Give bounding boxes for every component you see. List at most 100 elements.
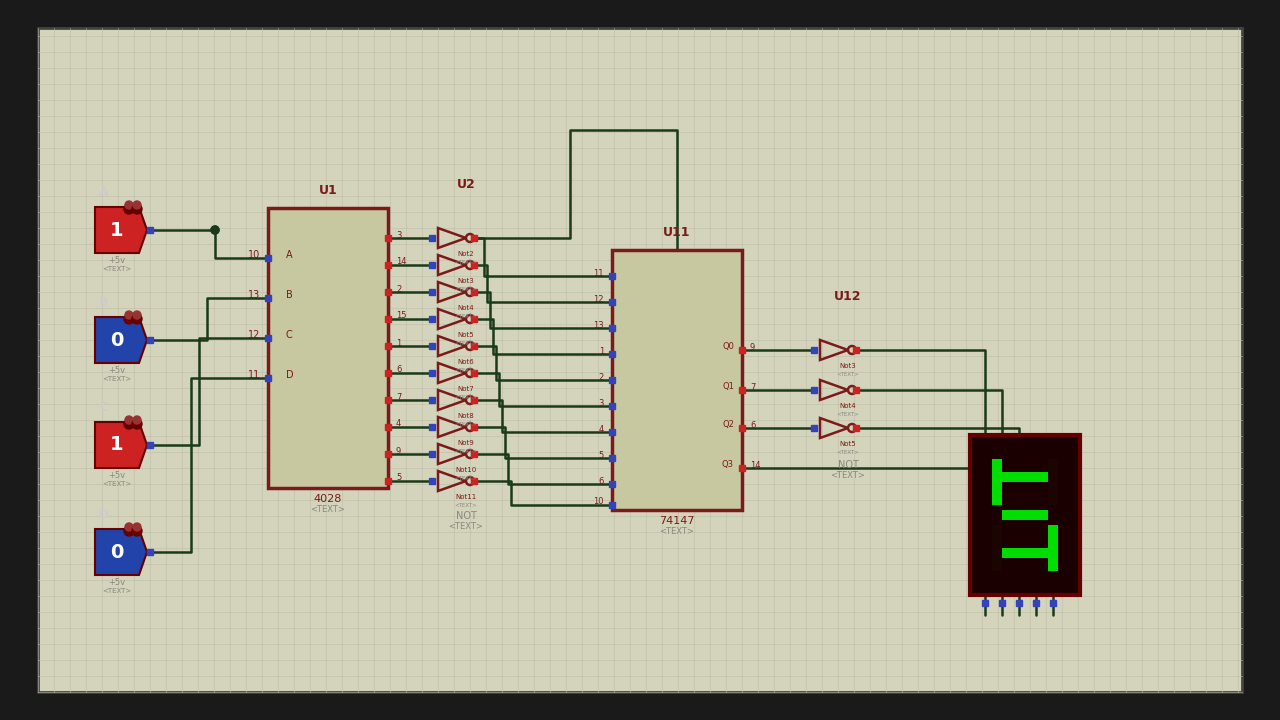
- Bar: [471, 370, 477, 376]
- Bar: [429, 370, 435, 376]
- Bar: [471, 316, 477, 322]
- Bar: [812, 425, 817, 431]
- Text: <TEXT>: <TEXT>: [311, 505, 346, 514]
- Polygon shape: [95, 207, 147, 253]
- Bar: [609, 429, 614, 435]
- Bar: [429, 262, 435, 268]
- Bar: [471, 262, 477, 268]
- Text: Q3: Q3: [722, 461, 733, 469]
- Text: 9: 9: [396, 446, 401, 456]
- Bar: [609, 502, 614, 508]
- Bar: [429, 343, 435, 349]
- Bar: [429, 478, 435, 484]
- Bar: [385, 343, 390, 349]
- Bar: [852, 347, 859, 353]
- Text: <TEXT>: <TEXT>: [454, 449, 477, 454]
- Text: 0: 0: [110, 542, 124, 562]
- Text: <TEXT>: <TEXT>: [454, 395, 477, 400]
- Bar: [609, 403, 614, 409]
- Bar: [385, 478, 390, 484]
- Circle shape: [133, 311, 141, 319]
- Text: <TEXT>: <TEXT>: [454, 503, 477, 508]
- Text: Not11: Not11: [456, 494, 476, 500]
- Polygon shape: [95, 317, 147, 363]
- Text: <TEXT>: <TEXT>: [448, 522, 484, 531]
- Bar: [739, 387, 745, 393]
- Text: Not10: Not10: [456, 467, 476, 473]
- Bar: [385, 370, 390, 376]
- Text: C: C: [285, 330, 293, 340]
- Bar: [739, 425, 745, 431]
- Text: U11: U11: [663, 226, 691, 239]
- Text: 0: 0: [110, 330, 124, 349]
- Text: Not3: Not3: [458, 278, 475, 284]
- Bar: [385, 235, 390, 241]
- Text: 10: 10: [594, 498, 604, 506]
- Circle shape: [133, 201, 141, 209]
- Bar: [852, 387, 859, 393]
- Bar: [385, 262, 390, 268]
- Text: U2: U2: [457, 178, 475, 191]
- Text: <TEXT>: <TEXT>: [454, 287, 477, 292]
- Circle shape: [125, 311, 133, 319]
- Text: Not5: Not5: [458, 332, 475, 338]
- Text: 3: 3: [599, 398, 604, 408]
- Circle shape: [211, 226, 219, 234]
- Text: <TEXT>: <TEXT>: [102, 588, 132, 594]
- Text: U12: U12: [835, 290, 861, 303]
- Text: 4028: 4028: [314, 494, 342, 504]
- Text: NOT: NOT: [456, 511, 476, 521]
- Bar: [812, 347, 817, 353]
- Text: Q0: Q0: [722, 343, 733, 351]
- Text: +5v: +5v: [109, 366, 125, 375]
- Text: <TEXT>: <TEXT>: [831, 471, 865, 480]
- Bar: [429, 289, 435, 295]
- Bar: [1050, 600, 1056, 606]
- Bar: [471, 343, 477, 349]
- Bar: [609, 273, 614, 279]
- Bar: [429, 451, 435, 457]
- Circle shape: [124, 526, 134, 536]
- Text: 2: 2: [396, 284, 401, 294]
- Circle shape: [124, 204, 134, 214]
- Text: <TEXT>: <TEXT>: [102, 481, 132, 487]
- Bar: [609, 325, 614, 331]
- Bar: [992, 459, 1002, 505]
- Text: +5v: +5v: [109, 471, 125, 480]
- Bar: [1002, 472, 1048, 482]
- Bar: [471, 397, 477, 403]
- Bar: [1016, 600, 1021, 606]
- Bar: [265, 255, 271, 261]
- Bar: [992, 525, 1002, 571]
- Bar: [471, 478, 477, 484]
- Text: 11: 11: [594, 269, 604, 277]
- Bar: [147, 549, 154, 555]
- Bar: [1048, 459, 1059, 505]
- Text: 1: 1: [110, 436, 124, 454]
- Text: 5: 5: [396, 474, 401, 482]
- Text: <TEXT>: <TEXT>: [837, 450, 859, 455]
- Bar: [1033, 600, 1039, 606]
- Text: 10: 10: [248, 250, 260, 260]
- Text: Not4: Not4: [458, 305, 475, 311]
- Text: 14: 14: [396, 258, 407, 266]
- Text: 7: 7: [396, 392, 402, 402]
- Text: D: D: [285, 370, 293, 380]
- Text: Not7: Not7: [458, 386, 475, 392]
- Circle shape: [133, 523, 141, 531]
- Text: Not2: Not2: [458, 251, 475, 257]
- Text: <TEXT>: <TEXT>: [454, 422, 477, 427]
- Text: 9: 9: [750, 343, 755, 351]
- Text: <TEXT>: <TEXT>: [659, 527, 695, 536]
- Bar: [429, 316, 435, 322]
- Text: Q1: Q1: [722, 382, 733, 392]
- Text: 7: 7: [750, 382, 755, 392]
- Text: B: B: [99, 296, 109, 309]
- Circle shape: [132, 526, 142, 536]
- Bar: [1002, 510, 1048, 520]
- Text: 12: 12: [594, 294, 604, 304]
- Text: D: D: [99, 508, 109, 521]
- Text: +5v: +5v: [109, 256, 125, 265]
- Bar: [471, 289, 477, 295]
- Bar: [385, 316, 390, 322]
